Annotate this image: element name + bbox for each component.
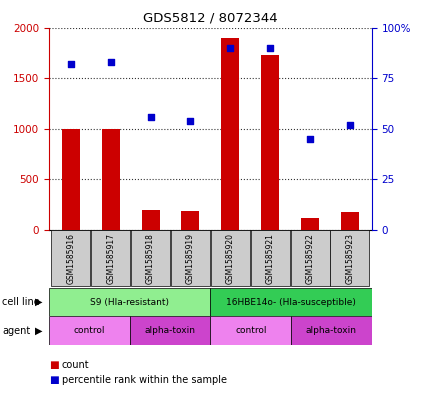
Title: GDS5812 / 8072344: GDS5812 / 8072344 [143, 12, 278, 25]
Bar [142, 209, 159, 230]
Bar [341, 212, 359, 230]
Text: S9 (Hla-resistant): S9 (Hla-resistant) [90, 298, 169, 307]
Bar [102, 129, 120, 230]
Point [147, 114, 154, 120]
FancyBboxPatch shape [210, 316, 291, 345]
Point [187, 118, 194, 124]
Point [68, 61, 74, 67]
Bar [301, 218, 319, 230]
FancyBboxPatch shape [291, 230, 330, 286]
Text: percentile rank within the sample: percentile rank within the sample [62, 375, 227, 386]
Text: alpha-toxin: alpha-toxin [306, 326, 357, 335]
FancyBboxPatch shape [211, 230, 250, 286]
Point [346, 121, 353, 128]
FancyBboxPatch shape [291, 316, 372, 345]
Text: control: control [235, 326, 266, 335]
FancyBboxPatch shape [49, 288, 210, 316]
Bar [181, 211, 199, 230]
Text: GSM1585920: GSM1585920 [226, 233, 235, 284]
FancyBboxPatch shape [251, 230, 290, 286]
Bar [221, 38, 239, 230]
Text: 16HBE14o- (Hla-susceptible): 16HBE14o- (Hla-susceptible) [226, 298, 356, 307]
Point [107, 59, 114, 65]
FancyBboxPatch shape [131, 230, 170, 286]
Text: GSM1585923: GSM1585923 [346, 233, 354, 284]
FancyBboxPatch shape [171, 230, 210, 286]
Text: count: count [62, 360, 89, 370]
Point [307, 136, 314, 142]
Text: control: control [74, 326, 105, 335]
Text: GSM1585917: GSM1585917 [106, 233, 115, 284]
Text: ▶: ▶ [35, 297, 43, 307]
Text: GSM1585922: GSM1585922 [306, 233, 314, 284]
FancyBboxPatch shape [330, 230, 369, 286]
FancyBboxPatch shape [91, 230, 130, 286]
Text: ▶: ▶ [35, 325, 43, 336]
FancyBboxPatch shape [51, 230, 91, 286]
Text: GSM1585919: GSM1585919 [186, 233, 195, 284]
Text: ■: ■ [49, 375, 59, 386]
Bar [62, 129, 80, 230]
Text: ■: ■ [49, 360, 59, 370]
Point [267, 44, 274, 51]
Text: alpha-toxin: alpha-toxin [144, 326, 196, 335]
Text: cell line: cell line [2, 297, 40, 307]
Text: GSM1585921: GSM1585921 [266, 233, 275, 284]
FancyBboxPatch shape [210, 288, 372, 316]
FancyBboxPatch shape [49, 316, 130, 345]
Bar [261, 55, 279, 230]
Point [227, 44, 234, 51]
Text: GSM1585916: GSM1585916 [66, 233, 75, 284]
FancyBboxPatch shape [130, 316, 210, 345]
Text: agent: agent [2, 325, 30, 336]
Text: GSM1585918: GSM1585918 [146, 233, 155, 284]
